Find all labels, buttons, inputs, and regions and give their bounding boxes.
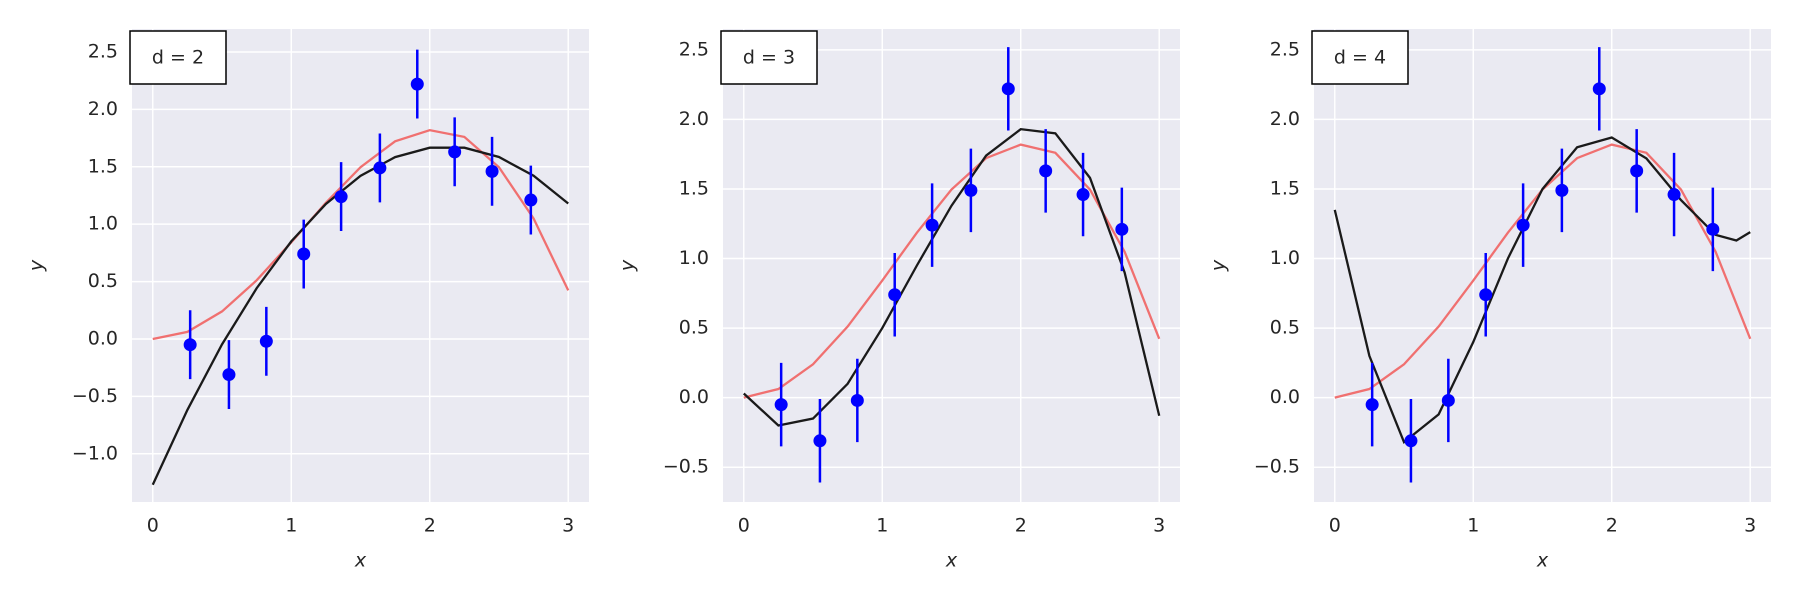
annotation: d = 3	[743, 47, 795, 69]
y-tick-label: −0.5	[663, 456, 709, 478]
data-point	[1516, 218, 1530, 232]
annotation-box	[129, 30, 227, 85]
data-point	[964, 183, 978, 197]
y-tick-label: −0.5	[1254, 456, 1300, 478]
data-point	[1001, 82, 1015, 96]
x-tick-label: 3	[562, 515, 574, 537]
y-tick-label: 0.0	[88, 327, 118, 349]
data-point	[925, 218, 939, 232]
data-point	[888, 288, 902, 302]
x-tick-label: 0	[147, 515, 159, 537]
x-tick-label: 0	[738, 515, 750, 537]
data-point	[1441, 393, 1455, 407]
y-tick-label: 0.5	[679, 317, 709, 339]
x-tick-label: 1	[285, 515, 297, 537]
curve	[152, 128, 570, 341]
y-tick-label: 2.0	[679, 108, 709, 130]
data-point	[1039, 164, 1053, 178]
x-axis-label: x	[1536, 550, 1549, 572]
annotation-box	[1311, 30, 1409, 85]
y-tick-label: 1.0	[679, 247, 709, 269]
curve	[742, 127, 1161, 427]
y-tick-label: 1.5	[88, 155, 118, 177]
data-point	[1592, 82, 1606, 96]
y-tick-label: 0.5	[1270, 317, 1300, 339]
data-point	[410, 77, 424, 91]
data-point	[1365, 398, 1379, 412]
y-axis-label: y	[617, 259, 639, 272]
y-tick-label: 0.5	[88, 270, 118, 292]
y-tick-label: 2.5	[679, 38, 709, 60]
annotation: d = 4	[1334, 47, 1386, 69]
y-tick-label: 2.0	[88, 98, 118, 120]
data-point	[813, 434, 827, 448]
data-point	[334, 190, 348, 204]
y-tick-label: −0.5	[72, 385, 118, 407]
data-point	[850, 393, 864, 407]
y-tick-label: 2.0	[1270, 108, 1300, 130]
plot-area	[1314, 29, 1771, 502]
y-tick-label: 1.0	[88, 213, 118, 235]
x-tick-label: 2	[1606, 515, 1618, 537]
y-tick-label: 0.0	[1270, 386, 1300, 408]
curve	[743, 143, 1161, 399]
data-point	[1076, 188, 1090, 202]
plot-area	[723, 29, 1180, 502]
data-point	[1115, 222, 1129, 236]
plot-area	[132, 29, 589, 502]
annotation: d = 2	[152, 47, 204, 69]
data-point	[1479, 288, 1493, 302]
x-tick-label: 1	[876, 515, 888, 537]
data-point	[1706, 222, 1720, 236]
y-tick-label: 2.5	[88, 40, 118, 62]
y-axis-label: y	[26, 259, 48, 272]
data-point	[1667, 188, 1681, 202]
data-point	[259, 334, 273, 348]
data-point	[1630, 164, 1644, 178]
data-point	[222, 368, 236, 382]
y-axis-label: y	[1208, 259, 1230, 272]
x-tick-label: 2	[1015, 515, 1027, 537]
data-point	[774, 398, 788, 412]
y-tick-label: 0.0	[679, 386, 709, 408]
data-point	[448, 145, 462, 159]
data-point	[183, 338, 197, 352]
y-tick-label: −1.0	[72, 442, 118, 464]
y-tick-label: 2.5	[1270, 38, 1300, 60]
x-tick-label: 0	[1329, 515, 1341, 537]
x-axis-label: x	[945, 550, 958, 572]
y-tick-label: 1.5	[679, 177, 709, 199]
data-point	[485, 164, 499, 178]
y-tick-label: 1.0	[1270, 247, 1300, 269]
y-tick-label: 1.5	[1270, 177, 1300, 199]
x-tick-label: 1	[1467, 515, 1479, 537]
x-tick-label: 3	[1153, 515, 1165, 537]
x-tick-label: 3	[1744, 515, 1756, 537]
data-point	[373, 161, 387, 175]
data-point	[524, 193, 538, 207]
data-point	[297, 247, 311, 261]
x-axis-label: x	[354, 550, 367, 572]
x-tick-label: 2	[424, 515, 436, 537]
annotation-box	[720, 30, 818, 85]
data-point	[1404, 434, 1418, 448]
data-point	[1555, 183, 1569, 197]
curve	[151, 146, 569, 486]
